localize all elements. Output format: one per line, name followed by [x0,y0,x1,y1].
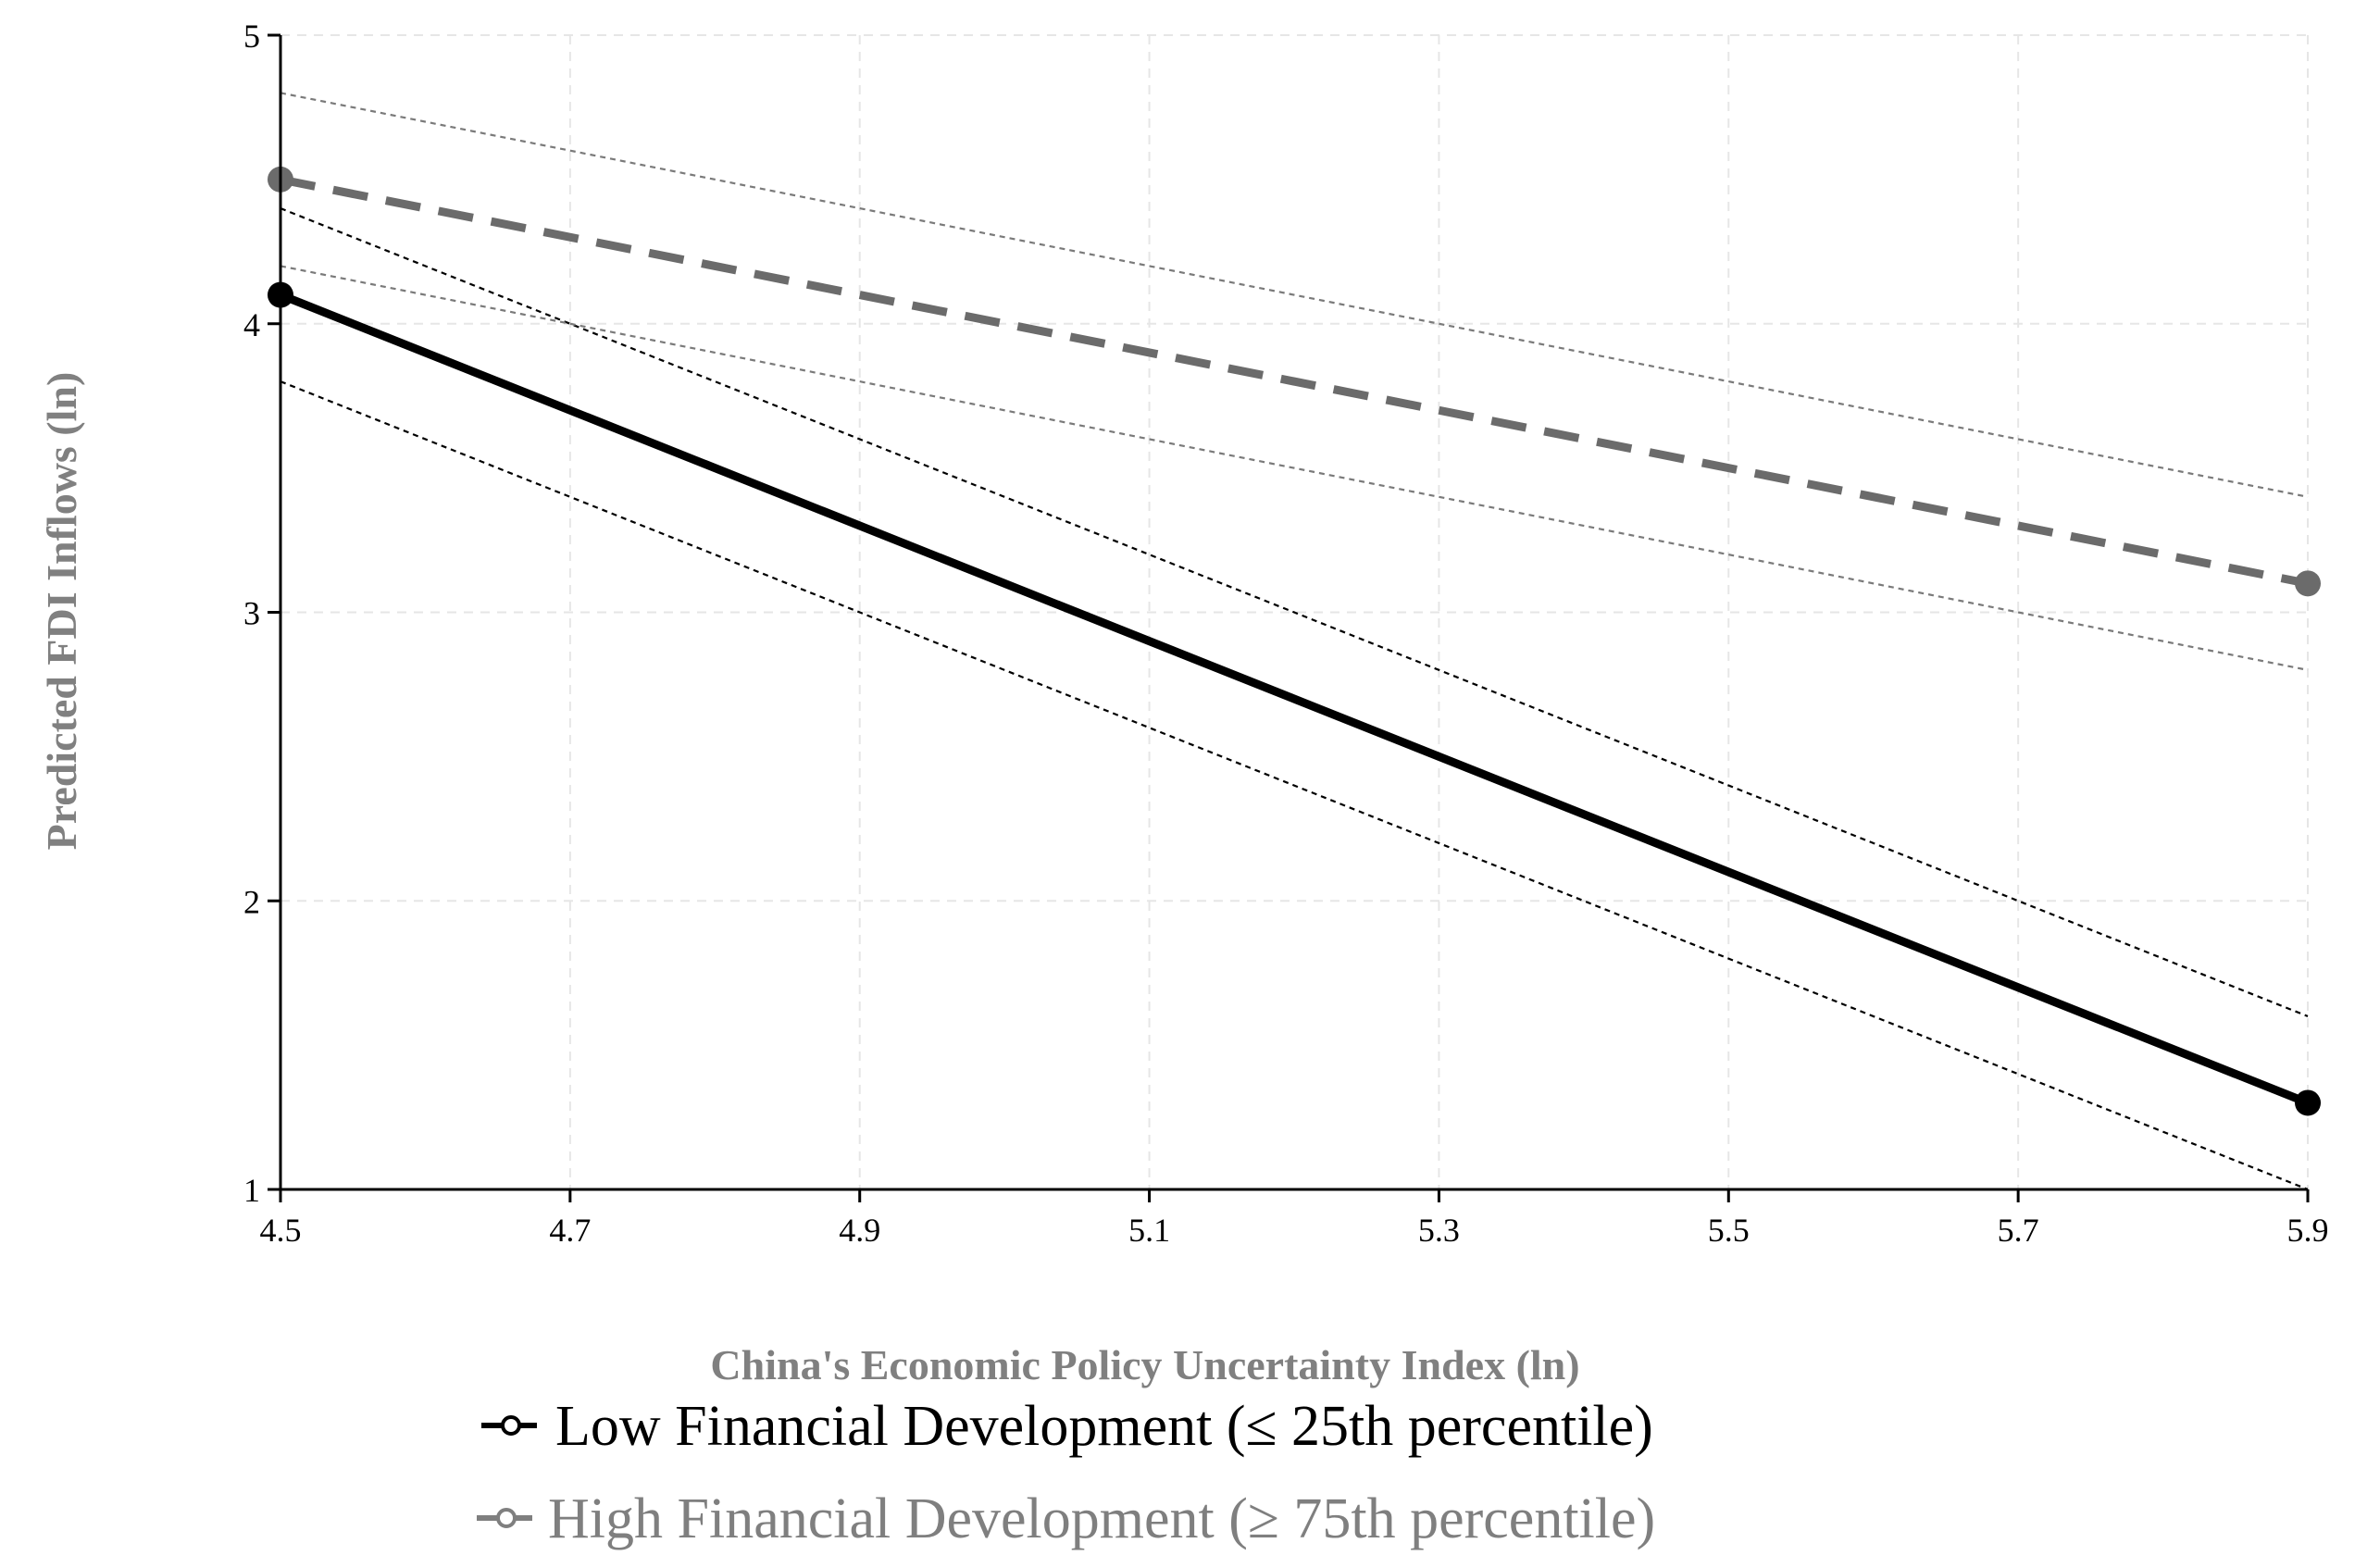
y-tick-label-5: 5 [243,18,260,55]
y-tick-label-2: 2 [243,883,260,920]
x-tick-label-5.3: 5.3 [1418,1212,1460,1249]
confidence-intervals [280,92,2309,1191]
legend-label-high: High Financial Development (≥ 75th perce… [548,1487,1655,1550]
legend-swatch-marker-high [496,1508,517,1528]
series-line-low [279,291,2310,1107]
series-lines [268,166,2321,1116]
y-tick-label-4: 4 [243,306,260,343]
x-tick-label-5.7: 5.7 [1998,1212,2039,1249]
series-line-high [280,175,2309,588]
legend-item-low: Low Financial Development (≤ 25th percen… [481,1395,1653,1458]
ci-upper-line-low [280,207,2309,1017]
ci-upper-line-high [280,92,2309,498]
ticks: 4.5 4.7 4.9 5.1 5.3 5.5 5.7 5.9 1 2 3 4 5 [243,18,2329,1249]
legend-label-low: Low Financial Development (≤ 25th percen… [555,1395,1653,1458]
x-tick-label-4.5: 4.5 [260,1212,302,1249]
legend: Low Financial Development (≤ 25th percen… [477,1395,1655,1550]
data-point-low-1 [2295,1089,2321,1116]
x-tick-label-5.5: 5.5 [1708,1212,1750,1249]
x-axis-title: China's Economic Policy Uncertainty Inde… [710,1341,1579,1388]
legend-item-high: High Financial Development (≥ 75th perce… [477,1487,1655,1550]
data-point-high-1 [2295,570,2321,597]
x-tick-label-4.9: 4.9 [839,1212,880,1249]
y-tick-label-3: 3 [243,595,260,632]
grid [280,34,2309,1189]
x-tick-label-5.9: 5.9 [2287,1212,2329,1249]
ci-lower-line-high [280,265,2309,671]
x-tick-label-5.1: 5.1 [1128,1212,1170,1249]
y-axis-title: Predicted FDI Inflows (ln) [38,372,85,851]
y-tick-label-1: 1 [243,1172,260,1209]
ci-lower-line-low [280,380,2309,1191]
legend-swatch-marker-low [501,1415,521,1436]
x-tick-label-4.7: 4.7 [549,1212,591,1249]
